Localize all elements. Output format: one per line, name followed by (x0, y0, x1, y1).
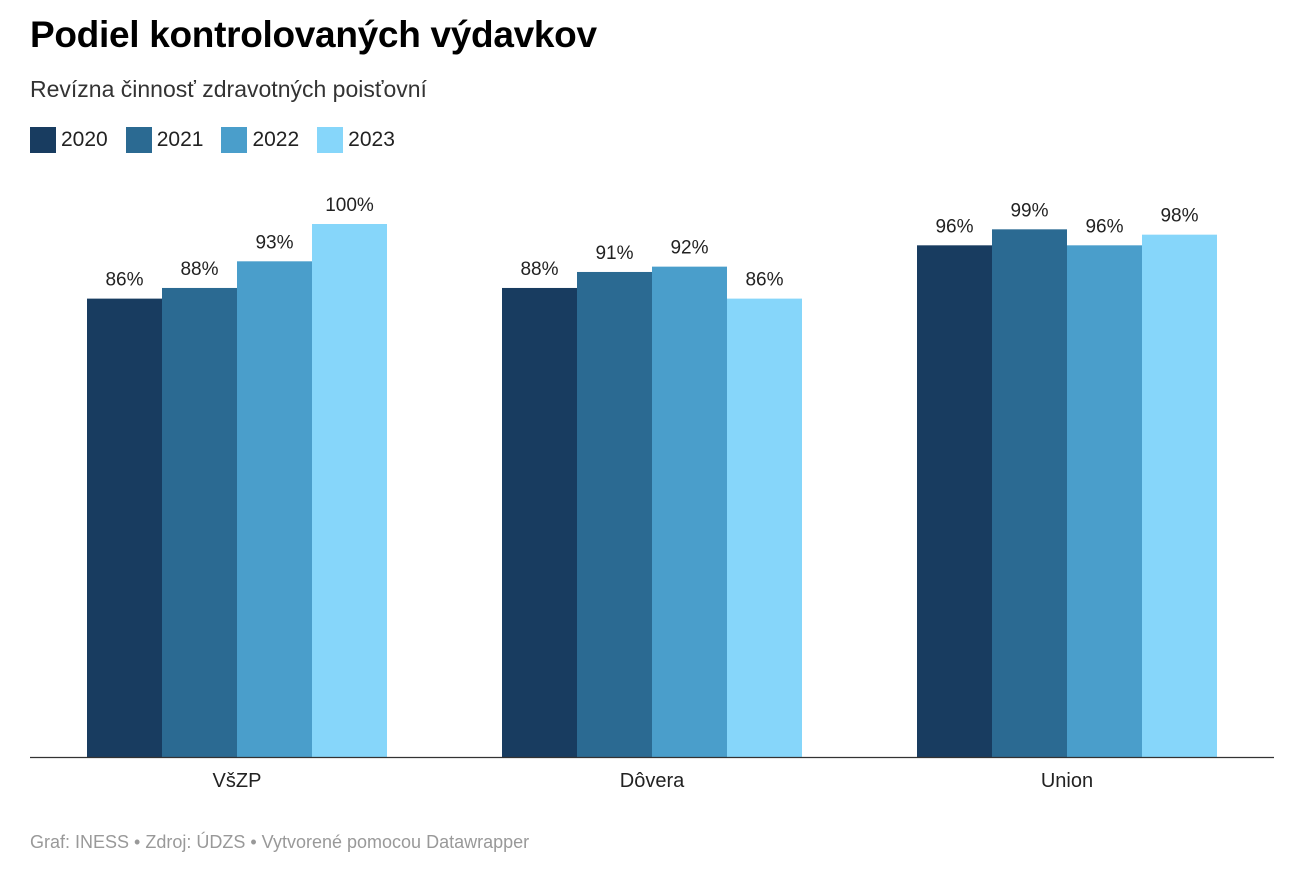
legend-label-2021: 2021 (156, 128, 204, 151)
legend-item-2021: 2021 (125, 127, 204, 153)
value-label-union-2023: 98% (1160, 206, 1198, 227)
chart-footer: Graf: INESS • Zdroj: ÚDZS • Vytvorené po… (30, 832, 530, 852)
value-label-všzp-2021: 88% (180, 259, 218, 280)
value-label-všzp-2020: 86% (105, 270, 143, 291)
legend-label-2022: 2022 (252, 128, 300, 151)
bar-union-2020 (917, 245, 992, 757)
bar-všzp-2020 (87, 298, 162, 757)
category-label-1: Dôvera (620, 770, 685, 792)
bar-union-2021 (992, 229, 1067, 757)
value-label-dôvera-2020: 88% (520, 259, 558, 280)
legend-label-2020: 2020 (61, 128, 108, 151)
value-label-dôvera-2023: 86% (745, 270, 783, 291)
bar-dôvera-2021 (577, 271, 652, 757)
legend: 2020 2021 2022 2023 (30, 127, 413, 153)
value-label-union-2021: 99% (1010, 200, 1048, 221)
bar-všzp-2022 (237, 261, 312, 757)
bar-všzp-2021 (162, 287, 237, 757)
legend-swatch-2020 (30, 127, 56, 153)
legend-swatch-2022 (221, 127, 248, 153)
category-label-0: VšZP (213, 770, 262, 792)
legend-swatch-2021 (125, 127, 152, 153)
bar-všzp-2023 (312, 224, 387, 757)
value-label-union-2022: 96% (1085, 216, 1123, 237)
bar-dôvera-2023 (727, 298, 802, 757)
value-label-dôvera-2021: 91% (595, 243, 633, 264)
bar-union-2022 (1067, 245, 1142, 757)
legend-label-2023: 2023 (348, 128, 395, 151)
value-label-všzp-2023: 100% (325, 195, 374, 216)
legend-item-2023: 2023 (317, 127, 395, 153)
legend-item-2020: 2020 (30, 127, 108, 153)
legend-item-2022: 2022 (221, 127, 299, 153)
value-label-všzp-2022: 93% (255, 232, 293, 253)
value-label-union-2020: 96% (935, 216, 973, 237)
chart-title: Podiel kontrolovaných výdavkov (30, 14, 597, 55)
category-label-2: Union (1041, 770, 1093, 792)
bar-dôvera-2022 (652, 266, 727, 757)
legend-swatch-2023 (317, 127, 344, 153)
chart-subtitle: Revízna činnosť zdravotných poisťovní (30, 76, 427, 102)
bar-union-2023 (1142, 234, 1217, 757)
bar-dôvera-2020 (502, 287, 577, 757)
value-label-dôvera-2022: 92% (670, 238, 708, 259)
